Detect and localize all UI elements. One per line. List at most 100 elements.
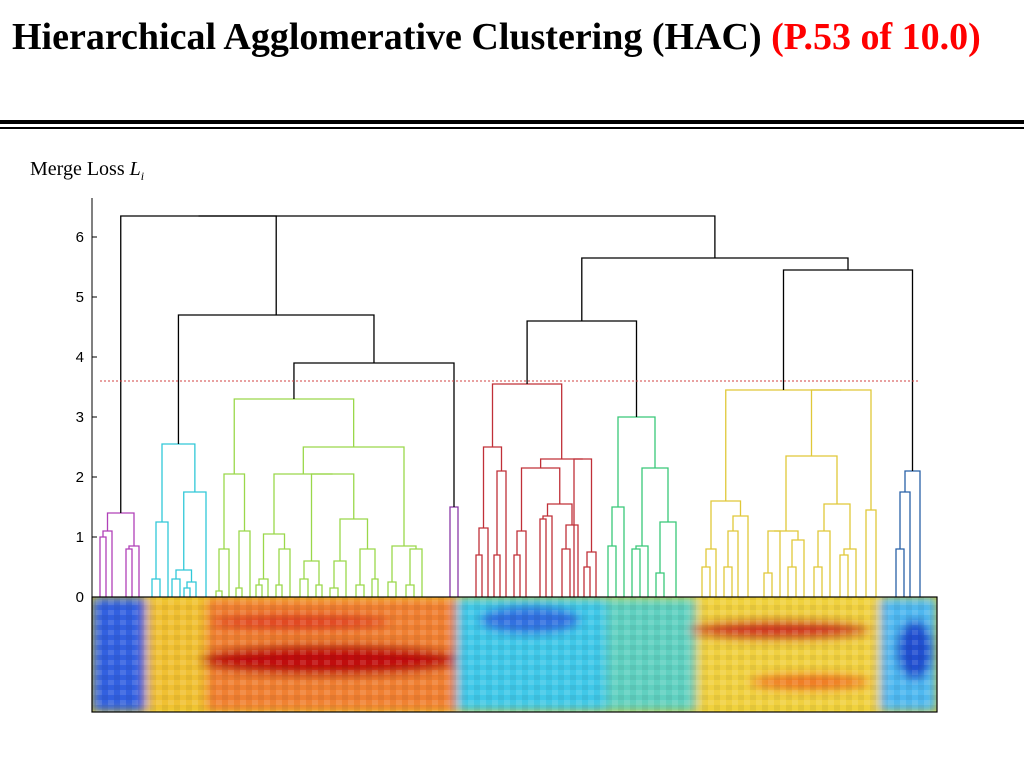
dendrogram-link [725, 389, 842, 501]
dendrogram-link [128, 545, 140, 597]
merge-loss-symbol: L [129, 158, 141, 180]
dendrogram-link [611, 506, 625, 597]
merge-loss-subscript: i [140, 169, 145, 183]
dendrogram-link [449, 506, 459, 597]
dendrogram-link [526, 320, 638, 417]
dendrogram-link [565, 524, 579, 597]
dendrogram-link [302, 446, 405, 546]
dendrogram-link [405, 584, 415, 597]
dendrogram-link [391, 545, 417, 582]
title-rule-thick [0, 120, 1024, 124]
dendrogram-link [333, 560, 347, 597]
dendrogram-link [539, 518, 547, 597]
dendrogram-link [310, 473, 355, 561]
dendrogram-link [475, 554, 483, 597]
y-tick-label: 2 [76, 469, 84, 486]
dendrogram-link [823, 503, 851, 549]
dendrogram-link [607, 545, 617, 597]
dendrogram-link [175, 569, 193, 582]
dendrogram-link [904, 470, 921, 597]
dendrogram-link [705, 548, 717, 597]
dendrogram-link [774, 530, 799, 540]
dendrogram-link [125, 548, 133, 597]
dendrogram-link [478, 527, 489, 597]
dendrogram-link [233, 398, 355, 474]
dendrogram-link [520, 467, 561, 531]
dendrogram-link [186, 581, 197, 597]
dendrogram-link [763, 572, 773, 597]
dendrogram-link [293, 362, 455, 507]
title-rule-thin [0, 127, 1024, 129]
dendrogram-link [223, 473, 246, 549]
dendrogram-link [635, 545, 649, 597]
dendrogram-link [218, 548, 230, 597]
dendrogram-link [817, 530, 831, 597]
dendrogram-link [583, 566, 591, 597]
dendrogram-link [732, 515, 749, 597]
dendrogram-link [631, 548, 641, 597]
dendrogram-link [813, 566, 823, 597]
dendrogram-link [371, 578, 379, 597]
dendrogram-link [586, 551, 597, 597]
dendrogram-link [791, 539, 805, 597]
dendrogram-link [843, 548, 857, 597]
dendrogram-link [238, 530, 251, 597]
dendrogram-link [120, 215, 277, 513]
dendrogram-link [315, 584, 323, 597]
dendrogram-link [177, 314, 375, 444]
dendrogram-link [258, 578, 269, 597]
y-tick-label: 4 [76, 349, 84, 366]
dendrogram-link [785, 455, 838, 531]
y-tick-label: 6 [76, 229, 84, 246]
dendrogram-link [641, 467, 669, 546]
dendrogram-link [723, 566, 733, 597]
dendrogram-link [235, 587, 243, 597]
dendrogram-link [573, 458, 593, 597]
dendrogram-link [899, 491, 911, 597]
dendrogram-tree [99, 215, 921, 597]
dendrogram-link [359, 548, 376, 585]
heatmap-border [91, 596, 938, 713]
dendrogram-link [339, 518, 369, 561]
dendrogram-link [496, 470, 507, 597]
dendrogram-link [99, 536, 107, 597]
dendrogram-link [355, 584, 365, 597]
dendrogram-link [727, 530, 739, 597]
heatmap [92, 597, 937, 712]
dendrogram-link [561, 548, 571, 597]
dendrogram-link [539, 458, 583, 468]
y-tick-label: 3 [76, 409, 84, 426]
y-tick-label: 0 [76, 589, 84, 606]
dendrogram-link [710, 500, 742, 549]
y-tick-label: 5 [76, 289, 84, 306]
dendrogram-link [161, 443, 196, 522]
slide-title: Hierarchical Agglomerative Clustering (H… [12, 14, 1012, 60]
dendrogram-link [275, 584, 283, 597]
dendrogram-link [513, 554, 521, 597]
merge-loss-label: Merge Loss Li [30, 158, 145, 183]
dendrogram-link [278, 548, 291, 597]
dendrogram-link [329, 587, 339, 597]
dendrogram-link [701, 566, 711, 597]
y-axis: 0 1 2 3 4 5 6 [76, 198, 97, 606]
dendrogram-link [659, 521, 677, 597]
dendrogram-link [839, 554, 849, 597]
dendrogram-figure: 0 1 2 3 4 5 6 [76, 198, 938, 713]
dendrogram-link [155, 521, 169, 597]
y-tick-label: 1 [76, 529, 84, 546]
dendrogram-link [546, 503, 573, 525]
dendrogram-link [183, 491, 207, 597]
title-main: Hierarchical Agglomerative Clustering (H… [12, 16, 772, 58]
dendrogram-link [215, 590, 223, 597]
dendrogram-link [516, 530, 527, 597]
dendrogram-link [810, 389, 872, 510]
dendrogram-link [183, 587, 191, 597]
dendrogram-link [581, 257, 849, 321]
dendrogram-link [387, 581, 397, 597]
dendrogram-link [491, 383, 563, 459]
dendrogram-link [655, 572, 665, 597]
dendrogram-link [102, 530, 113, 597]
dendrogram-link [482, 446, 503, 528]
dendrogram-link [787, 566, 797, 597]
dendrogram-link [171, 578, 181, 597]
